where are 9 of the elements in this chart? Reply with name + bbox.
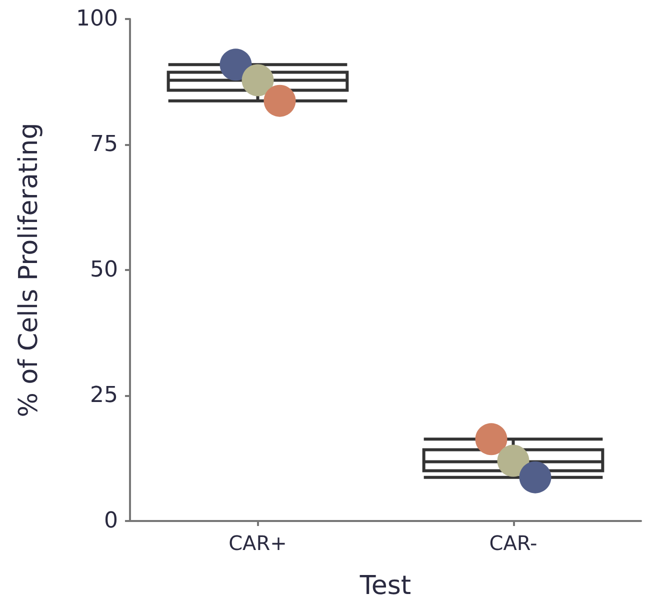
x-tick-label: CAR+	[228, 531, 287, 555]
y-tick-label: 50	[90, 258, 118, 282]
y-tick-label: 0	[104, 508, 118, 534]
y-tick-label: 75	[90, 132, 118, 157]
x-tick-label: CAR-	[489, 531, 538, 555]
y-tick-label: 100	[76, 6, 118, 32]
y-tick-label: 25	[90, 383, 118, 408]
y-axis-title: % of Cells Proliferating	[14, 122, 44, 418]
x-axis-title: Test	[358, 571, 412, 601]
